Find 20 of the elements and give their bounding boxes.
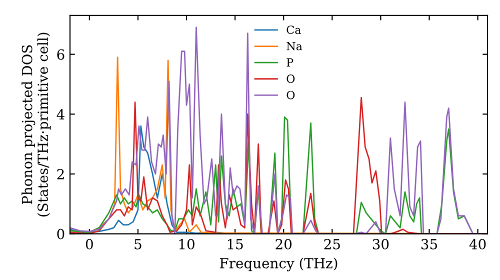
x-tick-label: 0 (86, 238, 93, 250)
x-tick-label: 25 (324, 238, 340, 250)
y-tick-label: 6 (57, 49, 64, 60)
legend-label: Na (286, 42, 302, 50)
x-axis-title: Frequency (THz) (220, 258, 338, 272)
legend-label: Ca (286, 26, 301, 34)
x-tick-label: 15 (228, 238, 243, 250)
x-tick-label: 40 (469, 238, 486, 250)
legend-label: O (286, 74, 295, 83)
legend-label: O (286, 90, 295, 100)
x-tick-label: 30 (372, 238, 389, 250)
x-tick-label: 5 (134, 239, 142, 250)
y-tick-label: 2 (57, 168, 64, 180)
x-tick-label: 10 (179, 238, 194, 250)
x-tick-label: 20 (276, 238, 292, 250)
y-tick-label: 0 (57, 228, 64, 240)
legend-label: P (286, 58, 294, 66)
y-tick-label: 4 (56, 109, 64, 120)
y-axis-title: Phonon projected DOS (States/THz·primitive cell) (22, 32, 51, 216)
x-tick-label: 35 (421, 238, 438, 250)
